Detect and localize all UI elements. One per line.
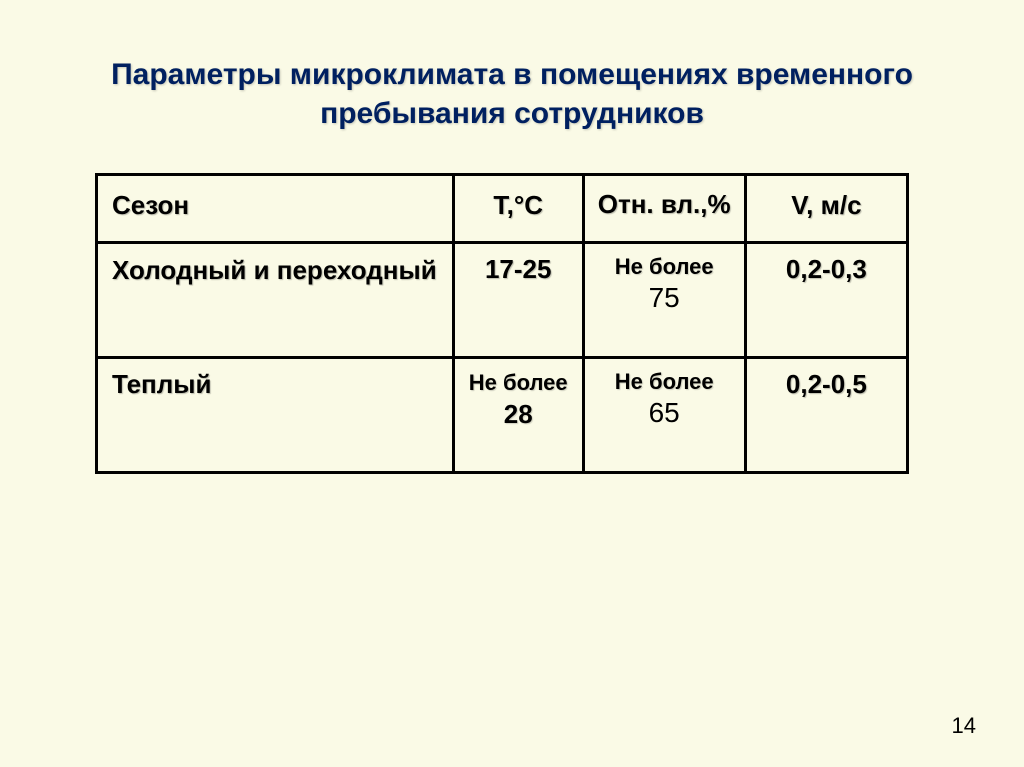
- header-velocity: V, м/с: [745, 175, 907, 243]
- header-temperature: Т,°С: [453, 175, 583, 243]
- cell-season: Холодный и переходный: [97, 243, 454, 358]
- temp-value: 28: [463, 398, 574, 431]
- header-humidity: Отн. вл.,%: [583, 175, 745, 243]
- cell-velocity: 0,2-0,3: [745, 243, 907, 358]
- cell-velocity: 0,2-0,5: [745, 358, 907, 473]
- microclimate-table: Сезон Т,°С Отн. вл.,% V, м/с Холодный и …: [95, 173, 909, 474]
- temp-prefix: Не более: [469, 370, 568, 395]
- cell-humidity: Не более 65: [583, 358, 745, 473]
- cell-humidity: Не более 75: [583, 243, 745, 358]
- table-container: Сезон Т,°С Отн. вл.,% V, м/с Холодный и …: [0, 133, 1024, 474]
- humidity-prefix: Не более: [593, 254, 736, 280]
- header-season: Сезон: [97, 175, 454, 243]
- cell-temperature: 17-25: [453, 243, 583, 358]
- table-row: Холодный и переходный 17-25 Не более 75 …: [97, 243, 908, 358]
- humidity-value: 75: [593, 280, 736, 315]
- table-row: Теплый Не более 28 Не более 65 0,2-0,5: [97, 358, 908, 473]
- cell-temperature: Не более 28: [453, 358, 583, 473]
- table-header-row: Сезон Т,°С Отн. вл.,% V, м/с: [97, 175, 908, 243]
- humidity-prefix: Не более: [593, 369, 736, 395]
- page-number: 14: [952, 713, 976, 739]
- slide-title: Параметры микроклимата в помещениях врем…: [0, 0, 1024, 133]
- humidity-value: 65: [593, 395, 736, 430]
- cell-season: Теплый: [97, 358, 454, 473]
